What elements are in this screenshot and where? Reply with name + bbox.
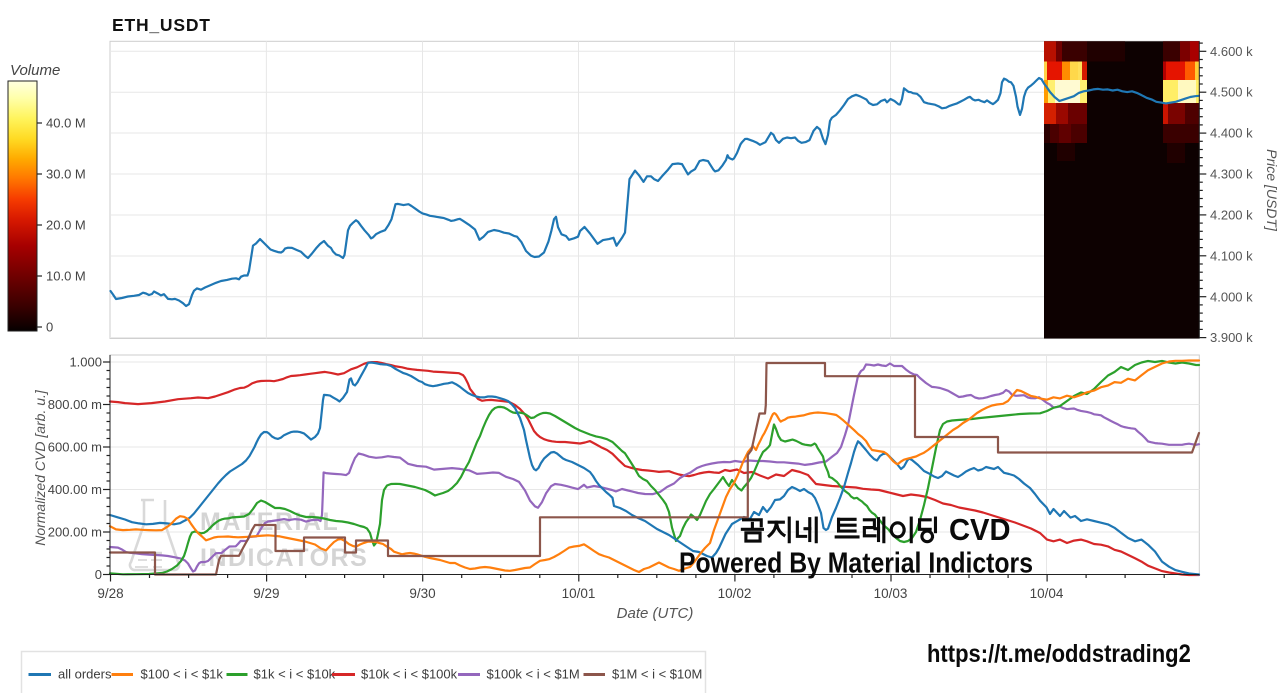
svg-text:Volume: Volume	[10, 62, 60, 79]
svg-text:400.00 m: 400.00 m	[48, 482, 102, 497]
svg-text:$100 < i < $1k: $100 < i < $1k	[141, 667, 224, 682]
svg-text:ETH_USDT: ETH_USDT	[112, 15, 211, 35]
svg-text:10/02: 10/02	[718, 586, 752, 601]
svg-text:9/30: 9/30	[409, 586, 435, 601]
svg-text:9/28: 9/28	[97, 586, 123, 601]
svg-text:40.0 M: 40.0 M	[46, 116, 86, 131]
svg-text:3.900 k: 3.900 k	[1210, 330, 1253, 345]
svg-text:1.000: 1.000	[69, 355, 102, 370]
svg-text:200.00 m: 200.00 m	[48, 525, 102, 540]
svg-text:9/29: 9/29	[253, 586, 279, 601]
svg-text:$1k < i < $10k: $1k < i < $10k	[254, 667, 336, 682]
svg-text:4.000 k: 4.000 k	[1210, 289, 1253, 304]
svg-text:600.00 m: 600.00 m	[48, 440, 102, 455]
svg-text:4.600 k: 4.600 k	[1210, 44, 1253, 59]
svg-text:Price [USDT]: Price [USDT]	[1264, 149, 1280, 232]
svg-text:4.500 k: 4.500 k	[1210, 85, 1253, 100]
svg-text:4.100 k: 4.100 k	[1210, 249, 1253, 264]
svg-text:Date (UTC): Date (UTC)	[617, 605, 694, 622]
svg-text:0: 0	[46, 320, 53, 335]
svg-text:30.0 M: 30.0 M	[46, 167, 86, 182]
svg-text:4.300 k: 4.300 k	[1210, 167, 1253, 182]
svg-text:https://t.me/oddstrading2: https://t.me/oddstrading2	[927, 640, 1191, 668]
svg-text:20.0 M: 20.0 M	[46, 218, 86, 233]
svg-text:10/04: 10/04	[1030, 586, 1064, 601]
svg-text:10.0 M: 10.0 M	[46, 269, 86, 284]
svg-text:Normalized CVD [arb. u.]: Normalized CVD [arb. u.]	[32, 389, 48, 546]
svg-text:0: 0	[95, 567, 102, 582]
svg-text:CVD: CVD	[949, 513, 1011, 547]
svg-text:10/01: 10/01	[562, 586, 596, 601]
svg-text:4.400 k: 4.400 k	[1210, 126, 1253, 141]
svg-text:800.00 m: 800.00 m	[48, 397, 102, 412]
svg-text:all orders: all orders	[58, 667, 112, 682]
svg-text:$10k < i < $100k: $10k < i < $100k	[361, 667, 458, 682]
svg-text:10/03: 10/03	[874, 586, 908, 601]
svg-text:4.200 k: 4.200 k	[1210, 208, 1253, 223]
svg-text:Powered By Material Indictors: Powered By Material Indictors	[679, 547, 1033, 579]
svg-text:$1M < i < $10M: $1M < i < $10M	[612, 667, 702, 682]
svg-text:INDICATORS: INDICATORS	[200, 544, 368, 572]
svg-text:$100k < i < $1M: $100k < i < $1M	[487, 667, 580, 682]
